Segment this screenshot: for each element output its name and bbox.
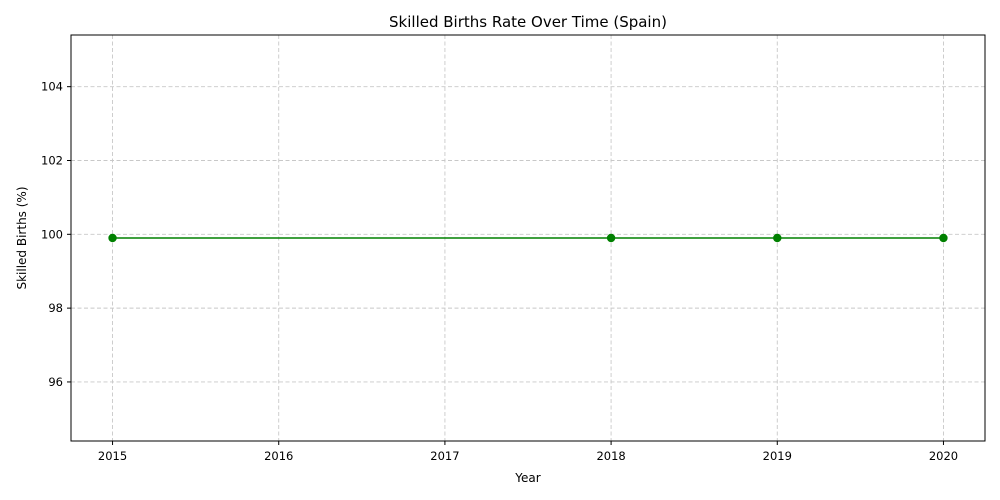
- y-tick-label: 102: [41, 153, 63, 167]
- chart-title: Skilled Births Rate Over Time (Spain): [389, 13, 667, 31]
- x-axis-label: Year: [514, 471, 540, 485]
- y-tick-label: 100: [41, 227, 63, 241]
- x-tick-label: 2017: [430, 449, 459, 463]
- y-axis: 96 98 100 102 104: [41, 80, 71, 389]
- y-tick-label: 104: [41, 80, 63, 94]
- data-point: [606, 233, 616, 243]
- y-axis-label: Skilled Births (%): [15, 186, 29, 289]
- y-tick-label: 96: [48, 375, 63, 389]
- plot-frame: [70, 34, 986, 442]
- data-point: [773, 233, 782, 243]
- x-tick-label: 2015: [98, 449, 127, 463]
- x-tick-label: 2018: [596, 449, 625, 463]
- data-point: [108, 233, 117, 243]
- x-tick-label: 2019: [763, 449, 792, 463]
- x-tick-label: 2020: [929, 449, 958, 463]
- x-tick-label: 2016: [264, 449, 293, 463]
- x-axis: 2015 2016 2017 2018 2019 2020: [98, 441, 958, 463]
- y-tick-label: 98: [48, 301, 63, 315]
- data-series: [108, 233, 948, 243]
- data-point: [939, 233, 948, 243]
